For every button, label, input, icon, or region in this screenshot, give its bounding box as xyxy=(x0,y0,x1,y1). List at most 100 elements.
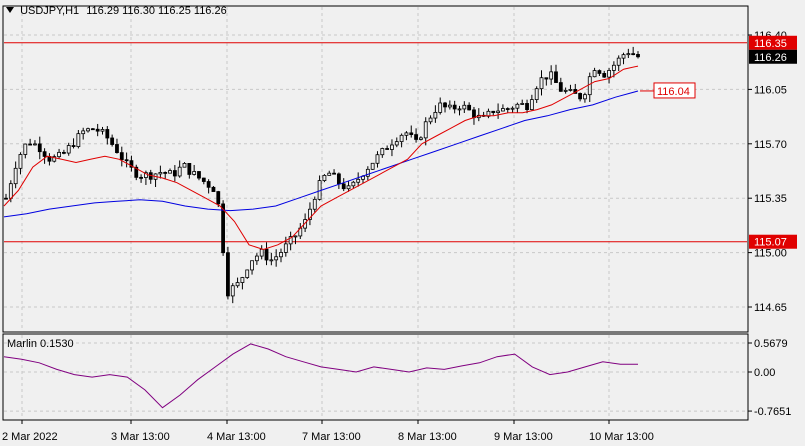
candle-body xyxy=(607,70,611,78)
candle-body xyxy=(71,145,76,147)
candle-body xyxy=(240,277,245,283)
candles xyxy=(4,46,640,304)
candle-body xyxy=(317,180,322,200)
candle-body xyxy=(583,94,587,100)
candle-body xyxy=(491,110,496,113)
candle-body xyxy=(57,151,61,158)
candle-body xyxy=(119,152,124,161)
candle-body xyxy=(428,117,433,123)
candle-body xyxy=(452,104,457,110)
candle-body xyxy=(433,111,438,119)
candle-body xyxy=(66,145,71,154)
price-tag-box xyxy=(749,35,797,50)
candle-body xyxy=(279,252,283,258)
candle-body xyxy=(129,160,134,168)
candle-body xyxy=(124,159,129,162)
candle-body xyxy=(520,103,525,105)
candle-body xyxy=(544,77,549,80)
candle-body xyxy=(409,132,414,135)
oscillator-line xyxy=(3,343,639,409)
candle-body xyxy=(539,77,544,90)
price-tag-label: 115.07 xyxy=(754,237,787,249)
candle-body xyxy=(269,259,274,262)
candle-body xyxy=(283,243,288,253)
time-tick-label: 7 Mar 13:00 xyxy=(302,431,361,443)
candle-body xyxy=(177,166,182,177)
candle-body xyxy=(419,137,423,140)
candle-body xyxy=(308,208,312,220)
candle-body xyxy=(447,104,452,108)
candle-body xyxy=(288,236,293,245)
candle-body xyxy=(90,128,95,131)
candle-body xyxy=(23,143,28,155)
time-tick-label: 10 Mar 13:00 xyxy=(589,431,654,443)
indicator-tick-label: 0.5679 xyxy=(754,338,788,350)
candle-body xyxy=(457,108,462,111)
candle-body xyxy=(13,167,18,185)
time-tick-label: 4 Mar 13:00 xyxy=(207,431,266,443)
candle-body xyxy=(172,170,177,177)
candle-body xyxy=(626,53,631,56)
candle-body xyxy=(100,129,105,132)
candle-body xyxy=(578,93,583,100)
candle-body xyxy=(274,256,279,261)
candle-body xyxy=(192,171,197,175)
ma-slow-line xyxy=(3,90,639,218)
candle-body xyxy=(597,70,602,74)
candle-body xyxy=(592,70,597,78)
candle-body xyxy=(134,166,139,178)
candle-body xyxy=(505,108,510,110)
symbol-label: USDJPY,H1 xyxy=(20,5,80,17)
candle-body xyxy=(144,172,148,178)
price-tag-box xyxy=(749,234,797,249)
candle-body xyxy=(496,110,500,113)
candle-body xyxy=(110,137,115,145)
indicator-tick-label: -0.7651 xyxy=(754,406,791,418)
candle-body xyxy=(385,148,390,150)
candle-body xyxy=(631,53,636,56)
candle-body xyxy=(163,172,168,174)
candle-body xyxy=(187,163,192,175)
candle-body xyxy=(18,154,23,169)
candle-body xyxy=(636,54,640,58)
triangle-down-icon[interactable] xyxy=(6,7,14,13)
candle-body xyxy=(105,129,110,139)
ma-fast-line xyxy=(3,65,639,251)
candle-body xyxy=(226,252,230,297)
annotation-label: 116.04 xyxy=(657,86,690,98)
candle-body xyxy=(332,172,336,175)
candle-body xyxy=(245,269,250,278)
indicator-tick-label: 0.00 xyxy=(754,367,775,379)
candle-body xyxy=(356,178,361,183)
candle-body xyxy=(197,171,201,179)
candle-body xyxy=(168,170,172,174)
indicator-axis: 0.5679 0.00 -0.7651 xyxy=(748,338,791,418)
candle-body xyxy=(467,104,472,111)
candle-body xyxy=(370,162,375,170)
candle-body xyxy=(139,176,143,179)
candle-body xyxy=(443,102,447,108)
candle-body xyxy=(322,174,327,181)
candle-body xyxy=(254,255,259,262)
candle-body xyxy=(501,108,505,112)
price-tick-label: 116.05 xyxy=(754,84,787,96)
candle-body xyxy=(346,185,351,190)
ma-value-annotation: 116.04 xyxy=(640,82,696,99)
candle-body xyxy=(76,133,81,147)
candle-body xyxy=(293,235,298,238)
candle-body xyxy=(621,54,626,59)
price-tag-box xyxy=(749,49,797,64)
candle-body xyxy=(42,151,47,157)
candle-body xyxy=(462,104,467,110)
candle-body xyxy=(568,89,573,91)
candle-body xyxy=(52,156,57,162)
price-tag-label: 116.26 xyxy=(754,52,787,64)
candle-body xyxy=(4,197,8,200)
candle-body xyxy=(86,128,90,132)
candle-body xyxy=(211,186,216,192)
candle-body xyxy=(250,260,254,271)
candle-body xyxy=(390,144,394,150)
candle-body xyxy=(216,191,221,205)
